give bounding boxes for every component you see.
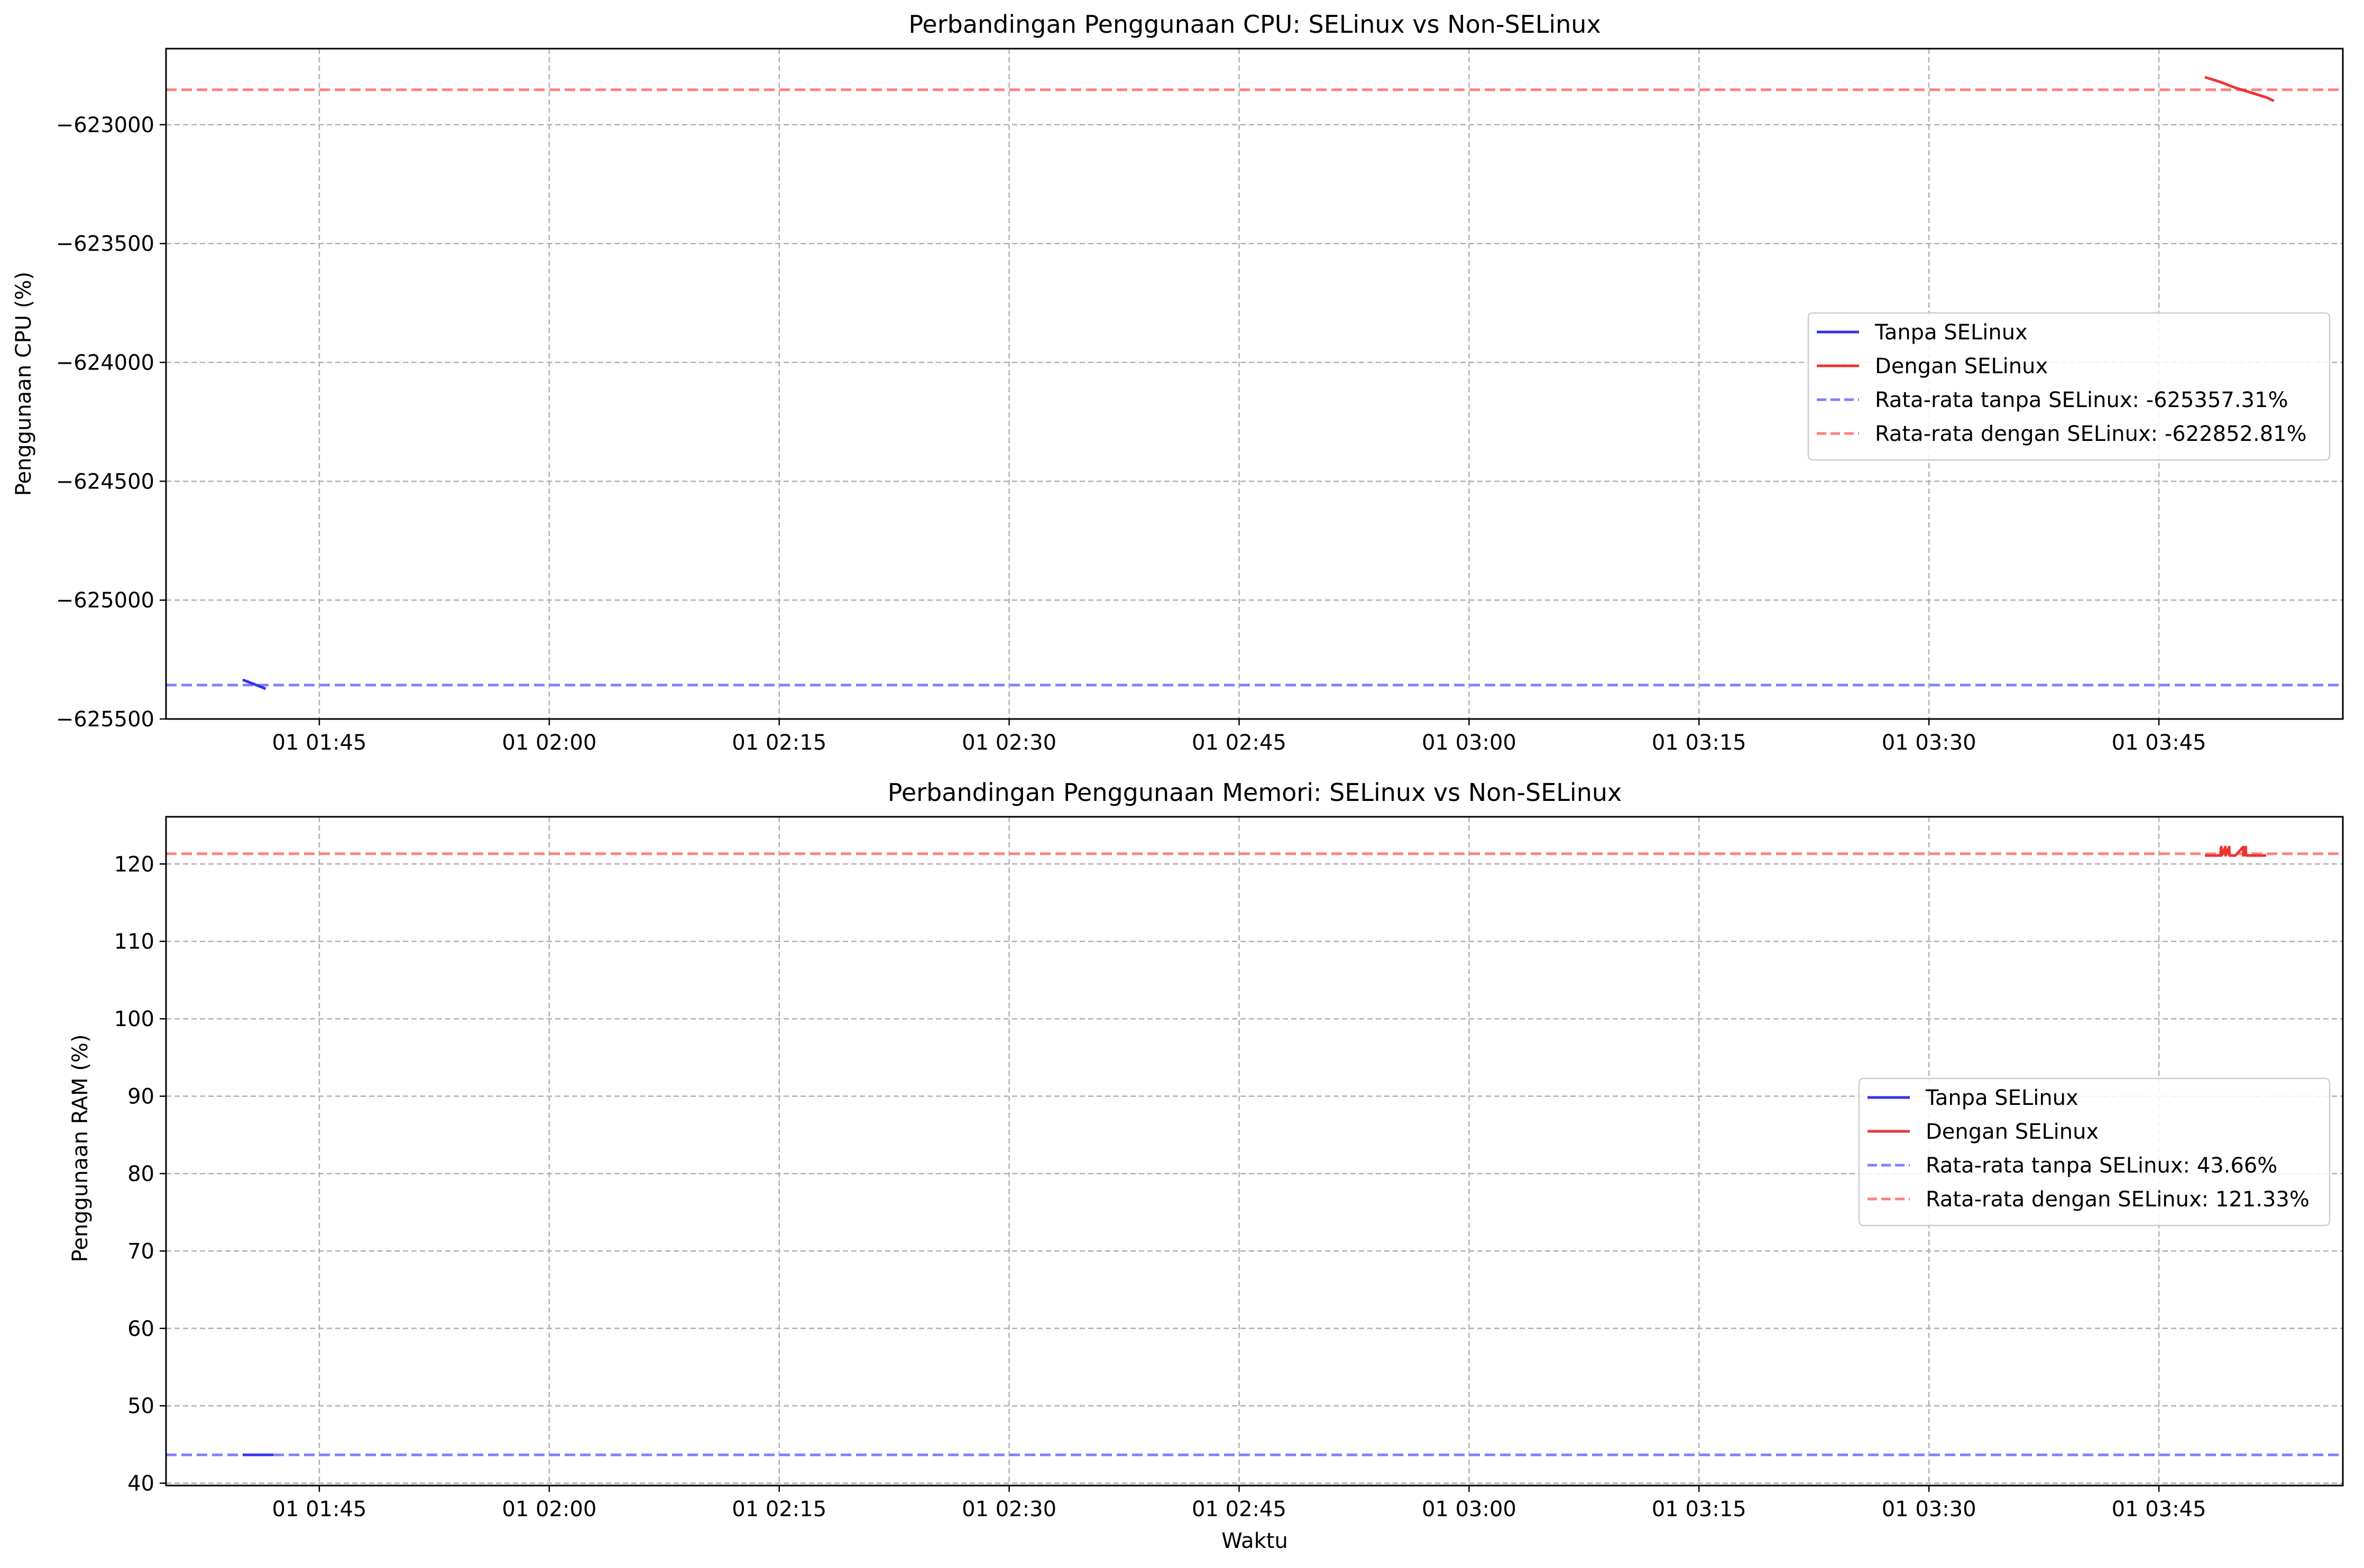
x-tick-label: 01 02:00 (502, 1497, 596, 1521)
y-tick-label: −623500 (56, 232, 154, 256)
cpu-legend: Tanpa SELinux Dengan SELinux Rata-rata tan… (1807, 312, 2331, 461)
x-tick-label: 01 02:00 (502, 731, 596, 755)
x-tick-label: 01 02:15 (732, 1497, 826, 1521)
x-tick-label: 01 03:45 (2112, 1497, 2206, 1521)
x-tick-label: 01 03:45 (2112, 731, 2206, 755)
legend-box (1807, 312, 2331, 461)
y-tick-label: 40 (127, 1472, 154, 1496)
y-tick-label: 70 (127, 1239, 154, 1263)
cpu-plot-frame (165, 48, 2344, 720)
y-tick-label: 100 (114, 1007, 154, 1031)
y-tick-label: −624000 (56, 351, 154, 375)
y-tick-label: 60 (127, 1317, 154, 1341)
series-line (2204, 76, 2275, 103)
y-tick-label: 120 (114, 852, 154, 877)
cpu-x-ticks: 01 01:45 01 02:00 01 02:15 01 02:30 01 02:45… (272, 719, 2206, 755)
y-tick-label: 110 (114, 930, 154, 954)
x-tick-label: 01 03:00 (1422, 731, 1516, 755)
x-tick-label: 01 02:30 (962, 731, 1056, 755)
cpu-y-axis-label: Penggunaan CPU (%) (12, 272, 36, 496)
memory-average-lines (166, 852, 2343, 1456)
cpu-average-lines (166, 88, 2343, 687)
y-tick-label: −624500 (56, 469, 154, 494)
series-line (242, 678, 266, 690)
memory-y-ticks: 40 50 60 70 80 90 100 110 120 (114, 852, 166, 1496)
memory-chart-title: Perbandingan Penggunaan Memori: SELinux … (888, 778, 1622, 807)
legend-box (1858, 1077, 2331, 1226)
memory-y-axis-label: Penggunaan RAM (%) (68, 1034, 93, 1262)
memory-legend: Tanpa SELinux Dengan SELinux Rata-rata tan… (1858, 1077, 2331, 1226)
memory-x-ticks: 01 01:45 01 02:00 01 02:15 01 02:30 01 02:45… (272, 1486, 2206, 1521)
y-tick-label: 50 (127, 1394, 154, 1418)
y-tick-label: −625500 (56, 707, 154, 732)
legend-label: Rata-rata dengan SELinux: -622852.81% (1875, 422, 2307, 446)
x-tick-label: 01 03:15 (1652, 731, 1746, 755)
y-tick-label: 80 (127, 1162, 154, 1186)
x-tick-label: 01 02:30 (962, 1497, 1056, 1521)
cpu-y-ticks: −623000 −623500 −624000 −624500 −625000 −6255… (56, 113, 166, 732)
legend-label: Tanpa SELinux (1874, 320, 2028, 345)
series-line (2205, 845, 2266, 857)
x-tick-label: 01 01:45 (272, 1497, 366, 1521)
y-tick-label: 90 (127, 1085, 154, 1109)
legend-label: Tanpa SELinux (1925, 1086, 2078, 1110)
memory-x-axis-label: Waktu (1221, 1529, 1288, 1553)
legend-label: Rata-rata tanpa SELinux: -625357.31% (1875, 388, 2288, 412)
legend-label: Rata-rata dengan SELinux: 121.33% (1926, 1187, 2310, 1212)
legend-label: Dengan SELinux (1926, 1120, 2099, 1144)
x-tick-label: 01 03:30 (1882, 1497, 1976, 1521)
x-tick-label: 01 02:15 (732, 731, 826, 755)
x-tick-label: 01 03:15 (1652, 1497, 1746, 1521)
x-tick-label: 01 02:45 (1192, 731, 1286, 755)
cpu-chart: Perbandingan Penggunaan CPU: SELinux vs … (12, 10, 2344, 755)
y-tick-label: −625000 (56, 588, 154, 613)
memory-series-lines (243, 845, 2266, 1456)
cpu-series-lines (242, 76, 2275, 690)
x-tick-label: 01 03:30 (1882, 731, 1976, 755)
x-tick-label: 01 02:45 (1192, 1497, 1286, 1521)
legend-label: Dengan SELinux (1875, 354, 2048, 379)
x-tick-label: 01 03:00 (1422, 1497, 1516, 1521)
cpu-chart-title: Perbandingan Penggunaan CPU: SELinux vs … (908, 10, 1600, 39)
x-tick-label: 01 01:45 (272, 731, 366, 755)
y-tick-label: −623000 (56, 113, 154, 137)
legend-label: Rata-rata tanpa SELinux: 43.66% (1926, 1154, 2277, 1178)
memory-plot-frame (165, 816, 2344, 1487)
memory-chart: Perbandingan Penggunaan Memori: SELinux … (68, 778, 2344, 1553)
